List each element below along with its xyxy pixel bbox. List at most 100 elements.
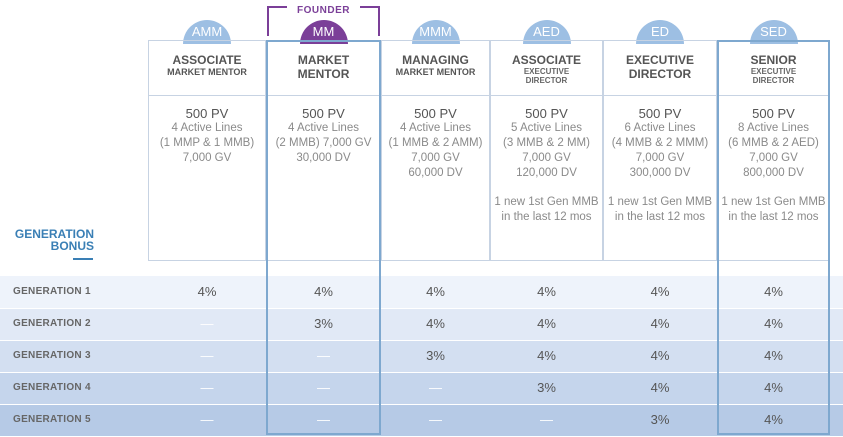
rank-requirements-amm: 500 PV 4 Active Lines (1 MMP & 1 MMB) 7,000…: [148, 95, 266, 261]
rank-title-sub: MARKET MENTOR: [395, 67, 476, 77]
generation-bonus-value: —: [429, 380, 442, 395]
generation-row-label: GENERATION 1: [13, 286, 91, 297]
requirement-line: 7,000 GV: [749, 152, 798, 164]
requirement-line: 300,000 DV: [629, 167, 691, 179]
requirement-line: 7,000 GV: [522, 152, 571, 164]
requirement-line: 7,000 GV: [635, 152, 685, 164]
requirement-line: (6 MMB & 2 AED): [728, 137, 819, 149]
generation-bonus-value: —: [429, 412, 442, 427]
requirement-line: (1 MMB & 2 AMM): [388, 137, 483, 149]
rank-title-main: ASSOCIATE: [172, 53, 242, 67]
rank-title-main: ASSOCIATE: [511, 53, 582, 67]
requirement-line: 500 PV: [638, 106, 682, 121]
generation-bonus-title-line1: GENERATION: [14, 227, 94, 241]
requirement-line: 7,000 GV: [182, 152, 232, 164]
requirement-line: 800,000 DV: [743, 167, 804, 179]
requirement-line: 8 Active Lines: [738, 122, 809, 134]
generation-row: GENERATION 3 — — 3% 4% 4% 4%: [0, 340, 843, 372]
generation-bonus-value: —: [540, 412, 553, 427]
generation-bonus-value: 3%: [314, 316, 333, 331]
rank-header-aed: ASSOCIATE EXECUTIVE DIRECTOR: [490, 40, 603, 96]
generation-bonus-value: —: [200, 412, 214, 427]
requirement-note: in the last 12 mos: [614, 211, 706, 223]
generation-row: GENERATION 5 — — — — 3% 4%: [0, 404, 843, 436]
generation-bonus-value: 3%: [426, 348, 445, 363]
generation-bonus-value: —: [317, 412, 330, 427]
generation-bonus-value: 4%: [537, 284, 556, 299]
requirement-line: 500 PV: [185, 106, 229, 121]
rank-title-sub2: DIRECTOR: [752, 76, 795, 85]
generation-bonus-value: 4%: [197, 284, 217, 299]
rank-header-sed: SENIOR EXECUTIVE DIRECTOR: [717, 40, 830, 96]
generation-bonus-value: 4%: [650, 316, 670, 331]
rank-requirements-ed: 500 PV 6 Active Lines (4 MMB & 2 MMM) 7,000…: [603, 95, 717, 261]
generation-bonus-value: 3%: [650, 412, 670, 427]
requirement-line: 120,000 DV: [516, 167, 577, 179]
rank-header-amm: ASSOCIATE MARKET MENTOR: [148, 40, 266, 96]
requirement-line: (3 MMB & 2 MM): [503, 137, 590, 149]
generation-bonus-underline: [73, 258, 93, 260]
requirement-line: 500 PV: [752, 106, 795, 121]
generation-bonus-value: 4%: [764, 412, 783, 427]
generation-bonus-value: 4%: [650, 348, 670, 363]
rank-title-sub: DIRECTOR: [628, 67, 692, 81]
row-divider: [0, 340, 843, 341]
generation-bonus-value: —: [200, 316, 214, 331]
row-divider: [0, 308, 843, 309]
generation-bonus-value: 3%: [537, 380, 556, 395]
generation-bonus-value: 4%: [764, 380, 783, 395]
generation-row: GENERATION 1 4% 4% 4% 4% 4% 4%: [0, 276, 843, 308]
generation-bonus-value: 4%: [650, 284, 670, 299]
requirement-note: 1 new 1st Gen MMB: [607, 196, 713, 208]
rank-header-mm: MARKET MENTOR: [266, 40, 381, 96]
generation-bonus-value: 4%: [650, 380, 670, 395]
rank-title-main: MARKET: [297, 53, 350, 67]
generation-bonus-value: 4%: [314, 284, 333, 299]
generation-row: GENERATION 4 — — — 3% 4% 4%: [0, 372, 843, 404]
generation-bonus-value: 4%: [426, 316, 445, 331]
rank-title-sub2: DIRECTOR: [525, 76, 568, 85]
requirement-line: 5 Active Lines: [511, 122, 582, 134]
rank-requirements-mmm: 500 PV 4 Active Lines (1 MMB & 2 AMM) 7,000…: [381, 95, 490, 261]
row-divider: [0, 372, 843, 373]
requirement-line: 4 Active Lines: [171, 122, 243, 134]
requirement-line: (1 MMP & 1 MMB): [159, 137, 255, 149]
generation-bonus-value: —: [317, 348, 330, 363]
generation-bonus-title-line2: BONUS: [50, 239, 94, 253]
requirement-line: (4 MMB & 2 MMM): [611, 137, 709, 149]
rank-header-mmm: MANAGING MARKET MENTOR: [381, 40, 490, 96]
rank-title-sub: EXECUTIVE: [523, 67, 570, 76]
generation-row: GENERATION 2 — 3% 4% 4% 4% 4%: [0, 308, 843, 340]
requirement-line: 60,000 DV: [408, 167, 463, 179]
rank-title-sub: EXECUTIVE: [750, 67, 797, 76]
requirement-line: 500 PV: [525, 106, 568, 121]
founder-label: FOUNDER: [297, 5, 350, 16]
generation-bonus-title: GENERATION BONUS: [0, 228, 94, 252]
generation-row-label: GENERATION 3: [13, 350, 91, 361]
generation-bonus-value: 4%: [537, 348, 556, 363]
generation-row-label: GENERATION 2: [13, 318, 91, 329]
rank-title-main: MANAGING: [402, 53, 469, 67]
generation-bonus-value: —: [200, 348, 214, 363]
rank-requirements-mm: 500 PV 4 Active Lines (2 MMB) 7,000 GV 30,0…: [266, 95, 381, 261]
generation-bonus-value: —: [317, 380, 330, 395]
generation-bonus-value: 4%: [764, 284, 783, 299]
requirement-line: (2 MMB) 7,000 GV: [275, 137, 372, 149]
requirement-line: 500 PV: [414, 106, 457, 121]
rank-requirements-sed: 500 PV 8 Active Lines (6 MMB & 2 AED) 7,000…: [717, 95, 830, 261]
rank-title-sub: MARKET MENTOR: [167, 67, 247, 77]
generation-bonus-value: 4%: [764, 316, 783, 331]
requirement-line: 4 Active Lines: [288, 122, 359, 134]
requirement-note: in the last 12 mos: [501, 211, 592, 223]
rank-title-main: SENIOR: [750, 53, 797, 67]
founder-bracket: FOUNDER: [267, 5, 380, 36]
generation-bonus-value: 4%: [764, 348, 783, 363]
requirement-line: 4 Active Lines: [400, 122, 471, 134]
requirement-line: 7,000 GV: [411, 152, 460, 164]
requirement-line: 6 Active Lines: [624, 122, 696, 134]
generation-row-label: GENERATION 5: [13, 414, 91, 425]
row-divider: [0, 404, 843, 405]
rank-header-ed: EXECUTIVE DIRECTOR: [603, 40, 717, 96]
generation-row-label: GENERATION 4: [13, 382, 91, 393]
rank-title-sub: MENTOR: [297, 67, 350, 81]
